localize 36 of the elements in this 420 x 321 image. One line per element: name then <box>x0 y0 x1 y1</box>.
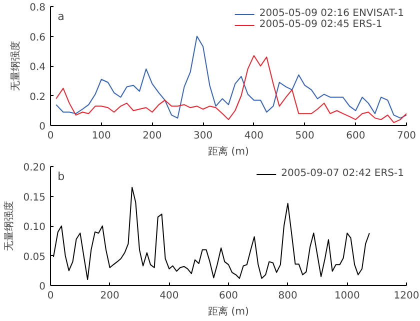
y-axis-title: 无量纲强度 <box>10 41 22 91</box>
y-tick-label: 0.20 <box>23 162 46 174</box>
y-tick-label: 0.05 <box>23 252 46 263</box>
x-tick-label: 500 <box>295 130 314 142</box>
y-tick-label: 0.6 <box>30 32 46 44</box>
y-tick-label: 0 <box>39 282 46 292</box>
x-tick-label: 400 <box>244 130 264 142</box>
x-tick-label: 600 <box>346 130 366 142</box>
x-tick-label: 1200 <box>394 290 420 302</box>
x-tick-label: 700 <box>396 130 416 142</box>
x-tick-label: 300 <box>194 130 213 142</box>
line-series <box>56 36 406 119</box>
x-axis-title: 距离 (m) <box>208 306 249 318</box>
annotation: b <box>58 170 65 184</box>
y-tick-label: 0.2 <box>30 92 46 103</box>
x-tick-label: 600 <box>218 290 238 302</box>
annotation: a <box>58 10 64 24</box>
line-series <box>56 55 406 124</box>
legend-label: 2005-09-07 02:42 ERS-1 <box>281 168 404 179</box>
x-tick-label: 0 <box>47 130 54 142</box>
x-tick-label: 200 <box>100 290 120 302</box>
y-tick-label: 0 <box>39 122 46 132</box>
x-tick-label: 100 <box>92 130 111 142</box>
y-tick-label: 0.10 <box>23 222 46 233</box>
legend-label: 2005-05-09 02:16 ENVISAT-1 <box>259 8 404 19</box>
y-tick-label: 0.15 <box>23 192 46 204</box>
y-tick-label: 0.4 <box>30 62 46 73</box>
y-tick-label: 0.8 <box>30 2 46 14</box>
x-tick-label: 200 <box>142 130 162 142</box>
x-tick-label: 800 <box>278 290 298 302</box>
x-tick-label: 1000 <box>334 290 360 302</box>
legend-label: 2005-05-09 02:45 ERS-1 <box>259 19 382 30</box>
x-tick-label: 400 <box>160 290 179 302</box>
x-axis-title: 距离 (m) <box>208 146 249 158</box>
x-tick-label: 0 <box>47 290 54 302</box>
y-axis-title: 无量纲强度 <box>3 201 16 251</box>
